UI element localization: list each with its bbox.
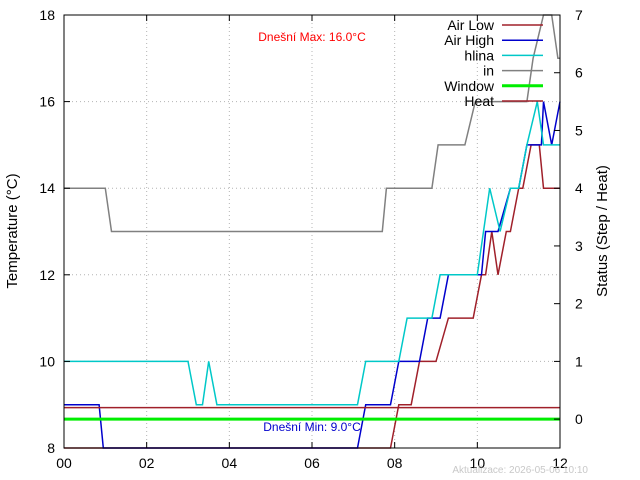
legend-label-hlina: hlina — [464, 47, 494, 63]
y2-tick-label: 1 — [575, 353, 583, 369]
y2-tick-label: 5 — [575, 122, 583, 138]
legend-label-in: in — [483, 63, 494, 79]
y-tick-label: 16 — [39, 94, 55, 110]
legend-label-window: Window — [444, 78, 495, 94]
y2-tick-label: 7 — [575, 7, 583, 23]
legend-label-air-high: Air High — [444, 32, 494, 48]
x-tick-label: 10 — [470, 455, 486, 471]
x-tick-label: 04 — [222, 455, 238, 471]
x-tick-label: 08 — [387, 455, 403, 471]
y2-tick-label: 4 — [575, 180, 583, 196]
y2-tick-label: 0 — [575, 411, 583, 427]
updated-annotation: Aktualizace: 2026-05-06 10:10 — [452, 465, 588, 476]
legend-label-air-low: Air Low — [447, 17, 495, 33]
series-line-air-low — [64, 144, 560, 449]
y-tick-label: 14 — [39, 180, 55, 196]
y-tick-label: 10 — [39, 353, 55, 369]
y-axis-label: Temperature (°C) — [4, 173, 21, 288]
x-tick-label: 00 — [56, 455, 72, 471]
legend-label-heat: Heat — [464, 93, 494, 109]
x-tick-label: 12 — [552, 455, 568, 471]
series-line-hlina — [64, 101, 560, 406]
x-tick-label: 06 — [304, 455, 320, 471]
y-tick-label: 12 — [39, 267, 55, 283]
y-tick-label: 18 — [39, 7, 55, 23]
y2-tick-label: 2 — [575, 296, 583, 312]
y2-tick-label: 6 — [575, 65, 583, 81]
y2-axis-label: Status (Step / Heat) — [594, 165, 611, 297]
y-tick-label: 8 — [47, 440, 55, 456]
min-annotation: Dnešní Min: 9.0°C — [263, 420, 361, 434]
max-annotation: Dnešní Max: 16.0°C — [258, 30, 366, 44]
y2-tick-label: 3 — [575, 238, 583, 254]
x-tick-label: 02 — [139, 455, 155, 471]
